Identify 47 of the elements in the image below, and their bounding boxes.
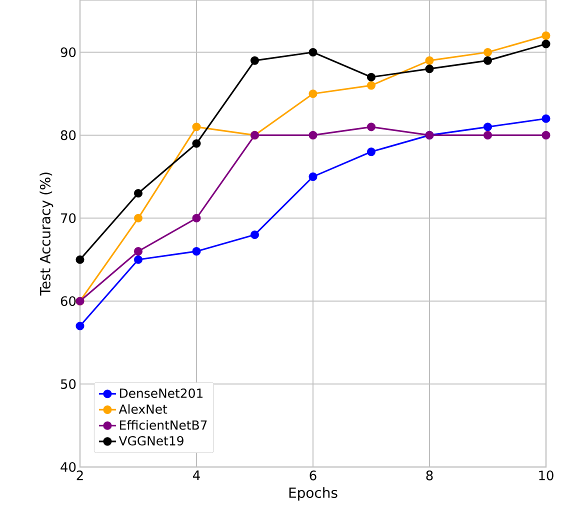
point [483,122,492,132]
x-tick-label: 2 [76,470,83,480]
y-tick-label: 50 [61,379,76,389]
x-tick-label: 8 [426,470,433,480]
y-tick-label: 40 [60,462,76,472]
x-tick-label: 10 [539,470,554,480]
legend-label: DenseNet201 [120,388,203,398]
point [542,114,550,123]
y-tick-label: 80 [60,130,76,140]
point [250,230,260,240]
point [483,48,492,57]
point [192,247,201,256]
point [542,130,550,140]
y-tick-label: 70 [61,213,76,224]
x-axis-title: Epochs [289,487,338,501]
point [134,188,143,198]
point [134,255,143,264]
x-tick-label: 4 [193,470,200,480]
point [308,130,318,140]
point [250,56,260,65]
point [542,40,550,48]
point [134,214,143,222]
y-tick-label: 60 [60,296,76,306]
point [134,247,143,256]
point [308,48,318,57]
y-axis-title: Test Accuracy (%) [40,172,54,296]
point [366,122,376,132]
x-tick-label: 6 [310,470,316,480]
point [542,31,550,40]
point [76,322,84,330]
point [308,89,318,98]
point [425,64,434,74]
point [366,148,376,156]
point [366,72,376,82]
point [192,122,201,132]
point [425,56,434,65]
y-tick-label: 90 [60,47,76,58]
point [192,214,201,222]
legend-label: AlexNet [118,404,168,414]
point [308,172,318,181]
legend-label: VGGNet19 [118,436,184,446]
point [483,130,492,140]
point [76,255,84,264]
point [366,81,376,90]
point [192,139,201,148]
legend-label: EfficientNetB7 [120,420,207,430]
point [483,56,492,65]
